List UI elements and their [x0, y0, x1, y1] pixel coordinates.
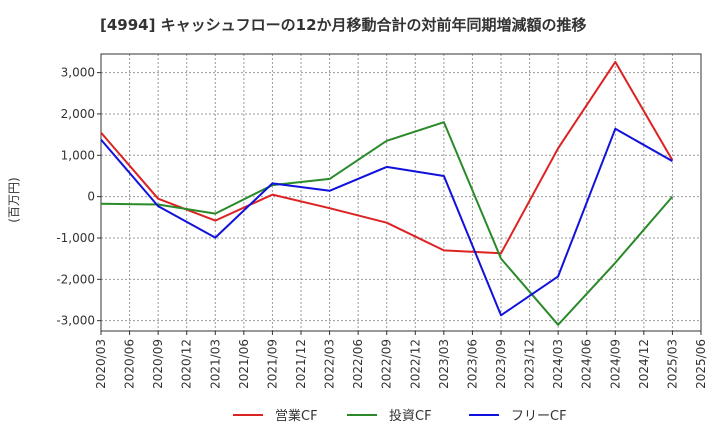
series-line [100, 60, 674, 255]
x-tick-label: 2023/03 [437, 339, 451, 389]
x-tick-label: 2024/12 [637, 339, 651, 389]
x-tick-label: 2023/06 [465, 339, 479, 389]
series-line [100, 127, 673, 317]
x-tick-label: 2023/09 [494, 339, 508, 389]
x-tick-label: 2020/12 [180, 339, 194, 389]
plot-frame [100, 53, 702, 332]
y-tick-label: -3,000 [56, 314, 95, 328]
legend: 営業CF 投資CF フリーCF [233, 408, 567, 424]
y-axis-label: (百万円) [7, 177, 21, 222]
x-tick-label: 2022/06 [351, 339, 365, 389]
x-tick-label: 2022/09 [380, 339, 394, 389]
x-tick-label: 2023/12 [523, 339, 537, 389]
legend-label: フリーCF [511, 409, 567, 424]
plot-area: -3,000 -2,000 -1,000 0 1,000 2,000 3,000 2020/0… [56, 53, 708, 389]
x-tick-label: 2020/09 [151, 339, 165, 389]
x-tick-label: 2020/06 [123, 339, 137, 389]
legend-label: 営業CF [275, 408, 318, 424]
x-tick-label: 2022/03 [323, 339, 337, 389]
legend-label: 投資CF [389, 408, 432, 424]
y-tick-label: 3,000 [61, 66, 95, 80]
x-tick-label: 2024/03 [551, 339, 565, 389]
y-tick-label: 2,000 [61, 107, 95, 121]
series-line [100, 121, 674, 326]
x-tick-label: 2024/09 [608, 339, 622, 389]
x-tick-label: 2022/12 [408, 339, 422, 389]
x-tick-label: 2020/03 [94, 339, 108, 389]
y-tick-label: -2,000 [56, 272, 95, 286]
plot-background [101, 54, 701, 331]
y-tick-label: 1,000 [61, 148, 95, 162]
x-tick-label: 2021/06 [237, 339, 251, 389]
y-tick-label: 0 [87, 190, 95, 204]
chart-title: [4994] キャッシュフローの12か月移動合計の対前年同期増減額の推移 [100, 16, 587, 34]
y-tick-label: -1,000 [56, 231, 95, 245]
x-tick-label: 2025/03 [665, 339, 679, 389]
x-tick-label: 2021/03 [208, 339, 222, 389]
x-tick-label: 2021/09 [265, 339, 279, 389]
x-tick-label: 2024/06 [580, 339, 594, 389]
x-tick-label: 2021/12 [294, 339, 308, 389]
x-tick-label: 2025/06 [694, 339, 708, 389]
